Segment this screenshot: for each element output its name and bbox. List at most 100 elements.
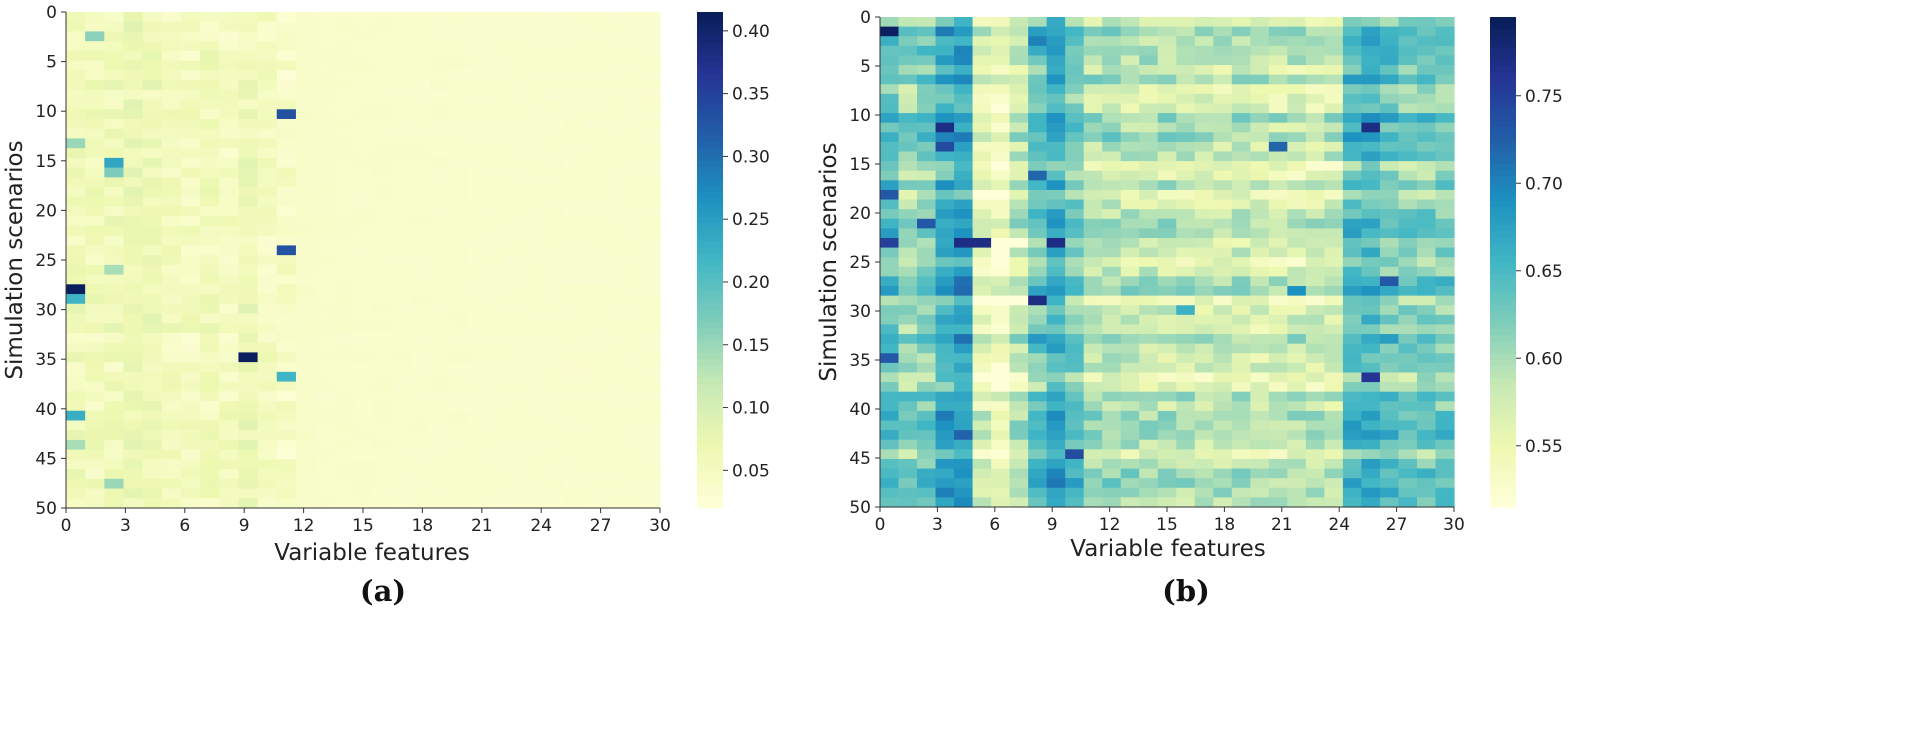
heatmap-b-cell	[1176, 74, 1196, 85]
heatmap-a-cell	[257, 128, 278, 140]
heatmap-a-cell	[564, 138, 584, 149]
heatmap-b-cell	[1342, 372, 1363, 383]
heatmap-b-cell	[1379, 324, 1400, 335]
colorbar-a-segment	[697, 322, 723, 329]
heatmap-a-cell	[85, 371, 105, 383]
heatmap-a-cell	[564, 498, 584, 509]
heatmap-b-cell	[1120, 199, 1140, 210]
heatmap-a-cell	[430, 401, 450, 412]
heatmap-a-cell	[66, 498, 86, 509]
heatmap-a-cell	[506, 420, 527, 431]
heatmap-b-cell	[1102, 343, 1122, 354]
colorbar-b-segment	[1490, 433, 1516, 441]
heatmap-a-cell	[180, 313, 201, 324]
heatmap-b-cell	[954, 180, 974, 191]
heatmap-b-cell	[1083, 478, 1103, 489]
heatmap-b-cell	[880, 362, 900, 374]
heatmap-a-cell	[583, 80, 604, 91]
heatmap-b-cell	[1176, 458, 1196, 470]
heatmap-b-cell	[1324, 113, 1344, 124]
heatmap-a-cell	[621, 206, 642, 217]
heatmap-b-cell	[1342, 314, 1363, 326]
heatmap-a-cell	[161, 294, 182, 305]
heatmap-b-cell	[935, 189, 955, 201]
heatmap-b-cell	[1046, 497, 1066, 508]
heatmap-b-cell	[1361, 353, 1381, 364]
heatmap-b-cell	[1342, 497, 1363, 508]
heatmap-b-cell	[991, 26, 1011, 37]
heatmap-a-cell	[66, 109, 86, 120]
colorbar-b-segment	[1490, 237, 1516, 245]
colorbar-b-segment	[1490, 115, 1516, 122]
heatmap-b-cell	[954, 84, 974, 95]
heatmap-b-cell	[1231, 257, 1251, 268]
heatmap-b-cell	[1213, 314, 1233, 326]
colorbar-b-segment	[1490, 206, 1516, 214]
heatmap-a-cell	[449, 196, 469, 208]
heatmap-b-cell	[1416, 84, 1437, 95]
heatmap-b-cell	[880, 103, 900, 114]
heatmap-b-cell	[1065, 199, 1085, 210]
heatmap-b-cell	[1342, 36, 1363, 47]
heatmap-a-cell	[468, 60, 489, 71]
heatmap-a-cell	[430, 128, 450, 140]
heatmap-a-cell	[602, 196, 623, 208]
heatmap-a-cell	[391, 196, 412, 208]
heatmap-b-cell	[880, 26, 900, 37]
heatmap-a-cell	[545, 60, 565, 71]
heatmap-b-cell	[1287, 468, 1307, 479]
heatmap-b-cell	[1416, 343, 1437, 354]
heatmap-a-cell	[142, 420, 163, 431]
heatmap-a-cell	[200, 274, 220, 285]
heatmap-b-cell	[1176, 468, 1196, 479]
heatmap-b-cell	[1416, 74, 1437, 85]
heatmap-a-cell	[621, 157, 642, 169]
heatmap-a-cell	[640, 196, 661, 208]
heatmap-a-cell	[621, 449, 642, 460]
heatmap-a-cell	[602, 99, 623, 110]
heatmap-a-cell	[85, 449, 105, 460]
heatmap-a-cell	[410, 430, 431, 441]
heatmap-a-cell	[525, 469, 546, 480]
heatmap-a-cell	[487, 206, 508, 217]
heatmap-b-cell	[1009, 410, 1029, 422]
heatmap-b-cell	[1194, 314, 1214, 326]
heatmap-a-cell	[123, 410, 144, 422]
heatmap-b-cell	[898, 218, 918, 229]
heatmap-a-cell	[468, 118, 489, 130]
heatmap-b-cell	[972, 478, 992, 489]
heatmap-b-cell	[935, 497, 955, 508]
heatmap-a-cell	[430, 109, 450, 120]
heatmap-b-cell	[954, 141, 974, 153]
heatmap-b-cell	[1102, 151, 1122, 162]
heatmap-a-cell	[391, 216, 412, 227]
heatmap-b-cell	[1157, 324, 1177, 335]
heatmap-a-cell	[487, 167, 508, 178]
heatmap-a-cell	[372, 245, 393, 256]
heatmap-b-cell	[1120, 353, 1140, 364]
heatmap-a-cell	[487, 128, 508, 140]
heatmap-a-cell	[487, 420, 508, 431]
heatmap-a-cell	[180, 196, 201, 208]
heatmap-a-cell	[104, 187, 125, 198]
heatmap-a-cell	[334, 41, 355, 52]
heatmap-a-cell	[391, 459, 412, 470]
heatmap-a-cell	[545, 206, 565, 217]
heatmap-a-cell	[123, 177, 144, 188]
heatmap-b-cell	[1176, 497, 1196, 508]
heatmap-b-cell	[972, 362, 992, 374]
heatmap-b-cell	[1102, 286, 1122, 297]
heatmap-a-cell	[161, 235, 182, 247]
heatmap-a-cell	[295, 264, 316, 276]
heatmap-b-cell	[1305, 353, 1325, 364]
heatmap-b-cell	[1416, 478, 1437, 489]
heatmap-a-cell	[583, 391, 604, 402]
heatmap-a-cell	[602, 381, 623, 392]
colorbar-b-segment	[1490, 384, 1516, 392]
heatmap-a-cell	[525, 196, 546, 208]
heatmap-b-cell	[954, 65, 974, 76]
heatmap-b-cell	[1287, 199, 1307, 210]
heatmap-a-cell	[85, 420, 105, 431]
heatmap-a-cell	[372, 196, 393, 208]
heatmap-a-cell	[353, 459, 374, 470]
